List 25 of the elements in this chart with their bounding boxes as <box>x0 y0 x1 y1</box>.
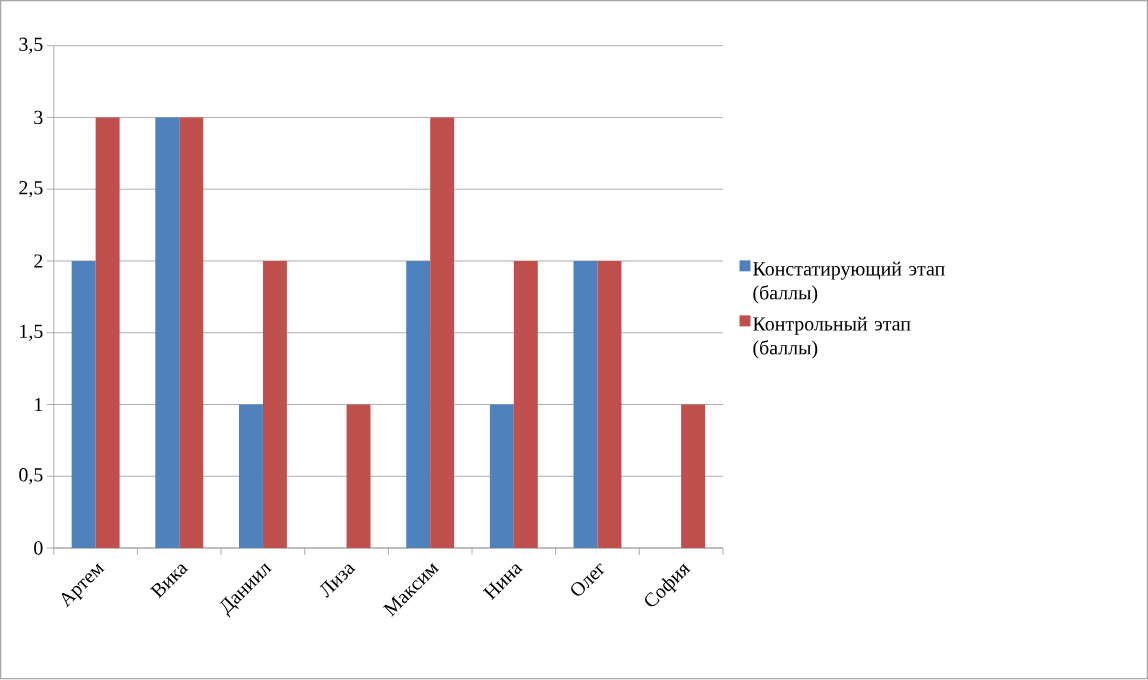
y-tick-label: 2,5 <box>19 181 43 198</box>
bar <box>179 117 204 549</box>
bar <box>513 261 538 549</box>
bar <box>489 404 514 549</box>
legend-label: Контрольный этап (баллы) <box>753 317 911 359</box>
bar <box>681 404 706 549</box>
legend-label: Констатирующий этап (баллы) <box>753 261 945 304</box>
bar <box>406 261 431 549</box>
y-tick-label: 0 <box>34 541 43 555</box>
x-tick-label: Олег <box>571 563 605 596</box>
bar <box>262 261 287 549</box>
bar <box>430 117 455 549</box>
y-tick-label: 3 <box>34 110 43 125</box>
bar <box>71 261 96 549</box>
y-tick-label: 3,5 <box>19 37 43 54</box>
bar <box>95 117 120 549</box>
bar <box>155 117 180 549</box>
y-tick-label: 1,5 <box>20 324 43 342</box>
y-tick-label: 1 <box>35 398 43 412</box>
bar <box>573 261 598 549</box>
y-tick-label: 0,5 <box>19 468 43 485</box>
bar <box>346 404 371 549</box>
bar <box>238 404 263 549</box>
y-tick-label: 2 <box>34 254 43 268</box>
bar <box>597 261 622 549</box>
